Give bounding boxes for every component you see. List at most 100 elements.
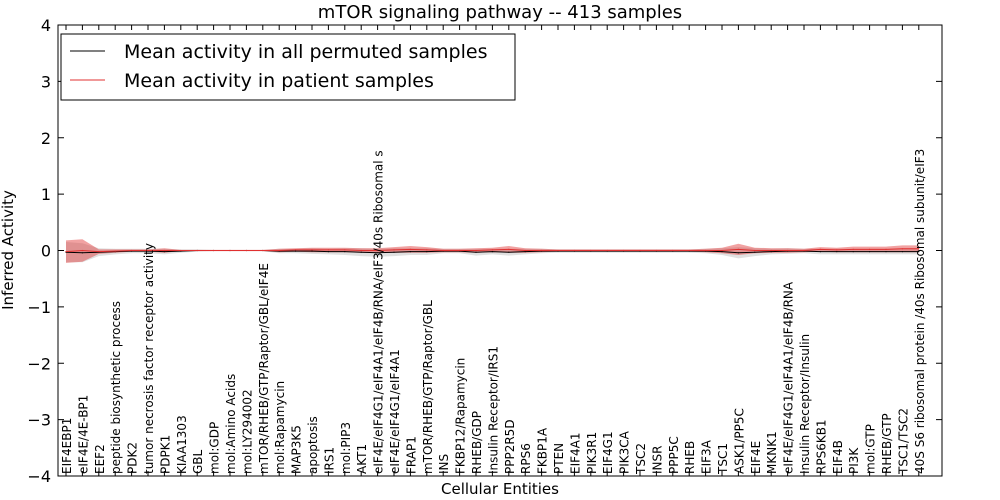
- x-tick-label: mTOR/RHEB/GTP/Raptor/GBL/eIF4E: [257, 263, 271, 474]
- y-tick-label: −4: [27, 467, 51, 486]
- data-point: [655, 249, 658, 252]
- x-tick-label: EIF4A1: [568, 432, 582, 474]
- data-point: [377, 252, 379, 254]
- x-tick-label: RPS6: [519, 443, 533, 474]
- data-point: [852, 248, 854, 250]
- y-tick-label: 4: [41, 16, 51, 35]
- x-tick-label: GBL: [191, 449, 205, 474]
- data-point: [491, 251, 493, 253]
- x-tick-label: PTEN: [552, 443, 566, 474]
- data-point: [590, 249, 592, 252]
- data-point: [508, 248, 510, 250]
- data-point: [475, 249, 477, 252]
- x-tick-label: EIF4E: [749, 441, 763, 474]
- x-axis-label: Cellular Entities: [441, 480, 559, 498]
- data-point: [819, 248, 822, 250]
- x-tick-label: mol:Rapamycin: [273, 381, 287, 474]
- x-tick-label: apoptosis: [306, 416, 320, 474]
- x-tick-label: eIF4E/eIF4G1/eIF4A1: [388, 349, 402, 474]
- data-point: [245, 249, 247, 252]
- x-tick-label: PDK2: [126, 442, 140, 474]
- data-point: [557, 249, 559, 252]
- data-point: [393, 251, 395, 253]
- data-point: [803, 249, 805, 252]
- x-tick-label: mol:PIP3: [339, 422, 353, 474]
- data-point: [163, 251, 165, 253]
- x-tick-label: TSC1/TSC2: [896, 408, 910, 475]
- data-point: [869, 251, 871, 253]
- x-tick-label: MKNK1: [765, 431, 779, 474]
- x-tick-label: IRS1: [322, 447, 336, 474]
- x-tick-label: EIF3A: [700, 439, 714, 474]
- data-point: [819, 251, 822, 253]
- data-point: [541, 249, 543, 252]
- data-point: [869, 248, 871, 250]
- legend-label-patient: Mean activity in patient samples: [124, 70, 434, 92]
- x-tick-label: FKBP1A: [536, 427, 550, 474]
- data-point: [770, 249, 772, 252]
- x-tick-label: EIF4B: [831, 440, 845, 474]
- data-point: [885, 251, 887, 253]
- data-point: [688, 249, 690, 252]
- data-point: [918, 248, 920, 250]
- data-point: [131, 249, 133, 252]
- x-tick-label: 40S S6 ribosomal protein /40s Ribosomal …: [913, 149, 927, 474]
- x-tick-label: RHEB/GTP: [880, 413, 894, 474]
- data-point: [344, 249, 346, 251]
- y-tick-label: 0: [41, 242, 51, 261]
- x-tick-label: RPS6KB1: [814, 419, 828, 474]
- data-point: [885, 248, 887, 250]
- data-point: [81, 249, 83, 252]
- data-point: [672, 249, 674, 252]
- data-point: [327, 251, 329, 253]
- data-point: [311, 250, 313, 252]
- x-tick-label: PIK3CA: [618, 430, 632, 474]
- x-tick-label: mTOR/RHEB/GTP/Raptor/GBL: [421, 300, 435, 474]
- data-point: [442, 249, 444, 252]
- x-tick-label: mol:GDP: [208, 422, 222, 474]
- x-tick-label: INSR: [650, 446, 664, 474]
- y-tick-label: 1: [41, 185, 51, 204]
- x-tick-label: EEF2: [93, 444, 107, 474]
- x-tick-label: RHEB/GDP: [470, 411, 484, 474]
- data-point: [393, 249, 395, 251]
- data-point: [901, 251, 904, 253]
- data-point: [639, 249, 641, 252]
- data-point: [459, 249, 461, 252]
- x-tick-label: mol:Amino Acids: [224, 374, 238, 474]
- data-point: [475, 251, 477, 253]
- y-tick-label: −2: [27, 354, 51, 373]
- x-tick-label: PDPK1: [158, 435, 172, 474]
- x-tick-label: TSC2: [634, 443, 648, 475]
- data-point: [721, 249, 723, 252]
- data-point: [114, 250, 116, 252]
- data-point: [508, 251, 510, 253]
- data-point: [836, 251, 838, 253]
- x-tick-label: INS: [437, 454, 451, 474]
- data-point: [426, 249, 428, 251]
- x-tick-label: Insulin Receptor/Insulin: [798, 334, 812, 474]
- x-tick-label: PIK3R1: [585, 432, 599, 474]
- data-point: [213, 249, 215, 252]
- x-tick-label: PI3K: [847, 447, 861, 474]
- data-point: [737, 252, 740, 254]
- data-point: [787, 249, 789, 252]
- data-point: [327, 249, 329, 251]
- x-tick-label: TSC1: [716, 443, 730, 475]
- data-point: [180, 249, 182, 252]
- legend: Mean activity in all permuted samples Me…: [60, 33, 516, 101]
- data-point: [754, 251, 756, 253]
- x-tick-label: FKBP12/Rapamycin: [454, 358, 468, 474]
- y-tick-label: −1: [27, 298, 51, 317]
- data-point: [98, 251, 100, 253]
- legend-frame: [60, 33, 516, 101]
- x-tick-label: PPP5C: [667, 436, 681, 474]
- data-point: [147, 249, 149, 252]
- x-tick-label: EIF4G1: [601, 431, 615, 474]
- data-point: [573, 249, 576, 252]
- y-axis: −4 −3 −2 −1 0 1 2 3 4: [27, 16, 942, 486]
- chart-title: mTOR signaling pathway -- 413 samples: [318, 2, 682, 23]
- data-point: [65, 251, 67, 253]
- x-tick-label: eIF4E/4E-BP1: [76, 395, 90, 474]
- x-tick-label: mol:GTP: [864, 424, 878, 474]
